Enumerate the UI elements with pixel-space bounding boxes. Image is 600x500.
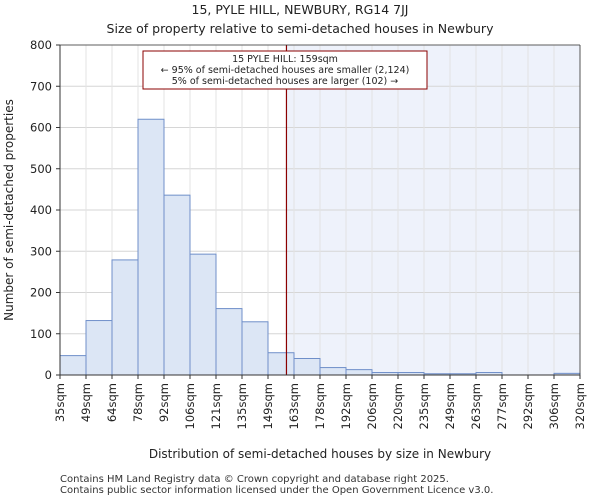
y-tick-label: 700 [30,79,52,93]
x-tick-label: 292sqm [521,383,535,429]
x-tick-label: 206sqm [365,383,379,429]
y-tick-label: 0 [45,368,52,382]
bar [111,259,139,376]
x-tick-label: 92sqm [157,383,171,422]
x-tick-label: 49sqm [79,383,93,422]
y-tick-label: 800 [30,38,52,52]
x-tick-label: 320sqm [573,383,587,429]
x-tick-label: 277sqm [495,383,509,429]
x-ticks: 35sqm 49sqm 64sqm 78sqm 92sqm 106sqm 121sqm 135… [53,375,587,429]
x-tick-label: 78sqm [131,383,145,422]
x-tick-label: 64sqm [105,383,119,422]
y-tick-label: 100 [30,327,52,341]
x-tick-label: 163sqm [287,383,301,429]
x-tick-label: 178sqm [313,383,327,429]
x-tick-label: 192sqm [339,383,353,429]
bar [241,321,269,376]
bar [267,352,295,376]
x-tick-label: 220sqm [391,383,405,429]
y-tick-label: 500 [30,162,52,176]
y-tick-label: 400 [30,203,52,217]
y-tick-label: 200 [30,286,52,300]
footer-line-1: Contains HM Land Registry data © Crown c… [60,474,449,485]
annotation-larger: 5% of semi-detached houses are larger (1… [172,76,399,87]
annotation-box [142,50,428,90]
x-tick-label: 306sqm [547,383,561,429]
x-tick-label: 149sqm [261,383,275,429]
y-tick-label: 600 [30,121,52,135]
annotation: 15 PYLE HILL: 159sqm ← 95% of semi-detac… [142,50,428,90]
x-tick-label: 106sqm [183,383,197,429]
bar [137,118,165,376]
y-ticks: 0 100 200 300 400 500 600 700 800 [30,38,60,382]
x-tick-label: 249sqm [443,383,457,429]
x-tick-label: 135sqm [235,383,249,429]
bar [163,194,191,376]
bar [85,320,113,376]
bar [189,253,217,376]
bar [319,367,347,376]
x-tick-label: 235sqm [417,383,431,429]
y-axis-label: Number of semi-detached properties [2,99,16,321]
x-tick-label: 121sqm [209,383,223,429]
footer-line-2: Contains public sector information licen… [60,485,494,496]
bar [59,355,87,376]
annotation-title: 15 PYLE HILL: 159sqm [232,54,338,65]
x-tick-label: 35sqm [53,383,67,422]
chart-title: 15, PYLE HILL, NEWBURY, RG14 7JJ [192,2,409,17]
x-tick-label: 263sqm [469,383,483,429]
annotation-smaller: ← 95% of semi-detached houses are smalle… [161,65,410,76]
bar [293,358,321,376]
bars [59,118,581,376]
chart-subtitle: Size of property relative to semi-detach… [107,21,495,36]
bar [345,369,373,376]
x-axis-label: Distribution of semi-detached houses by … [149,447,491,461]
y-tick-label: 300 [30,244,52,258]
bar [215,308,243,376]
